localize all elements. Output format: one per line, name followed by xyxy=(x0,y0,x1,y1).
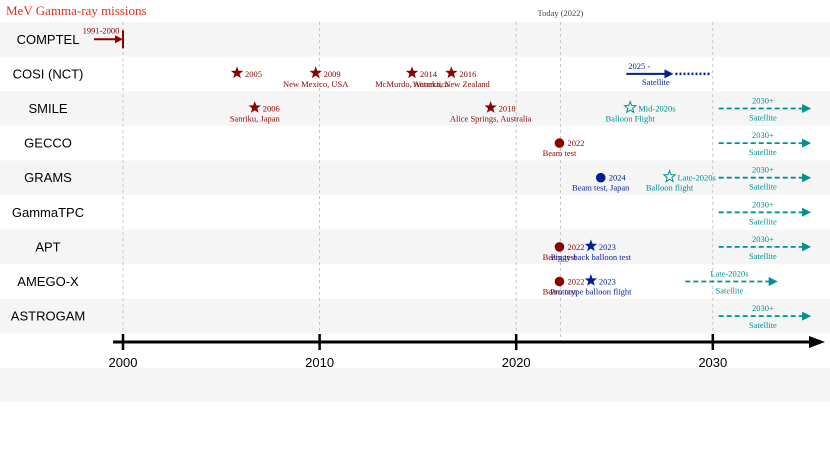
milestone-note: Balloon Flight xyxy=(606,114,656,124)
year-axis: 2000 2010 2020 2030 xyxy=(109,334,825,370)
milestone-year: 2016 xyxy=(459,69,476,79)
today-label: Today (2022) xyxy=(537,8,583,18)
mission-label: GECCO xyxy=(24,136,72,151)
milestone-year: 2014 xyxy=(420,69,438,79)
year-gridlines xyxy=(122,22,714,342)
milestone-star xyxy=(484,101,497,113)
mission-label: COMPTEL xyxy=(17,32,80,47)
axis-tick-label: 2000 xyxy=(109,355,138,370)
mission-label: COSI (NCT) xyxy=(13,66,84,81)
future-arrowhead xyxy=(802,311,812,321)
milestone-year: 2018 xyxy=(499,104,516,114)
milestone-year: 2024 xyxy=(609,173,627,183)
milestone-note: Beam test, Japan xyxy=(572,183,630,193)
axis-arrowhead xyxy=(809,336,825,348)
future-arrowhead xyxy=(768,277,778,286)
future-label: 2030+ xyxy=(752,303,774,313)
milestone-year: 2009 xyxy=(324,69,341,79)
mission-label: GammaTPC xyxy=(12,205,84,220)
milestone-star xyxy=(248,101,261,113)
planned-arrowhead xyxy=(664,69,674,79)
future-arrowhead xyxy=(802,138,812,148)
range-label: 1991-2000 xyxy=(83,25,120,35)
milestone-year: 2022 xyxy=(567,138,584,148)
milestone-dot xyxy=(595,172,606,183)
future-label: 2030+ xyxy=(752,199,774,209)
future-label: 2030+ xyxy=(752,96,774,106)
diagram-title: MeV Gamma-ray missions xyxy=(6,3,147,18)
axis-tick-label: 2010 xyxy=(305,355,334,370)
future-arrowhead xyxy=(802,207,812,217)
future-arrowhead xyxy=(802,173,812,183)
milestone-star xyxy=(584,274,598,286)
future-arrowhead xyxy=(802,104,812,113)
milestone-note: Beam test xyxy=(543,252,577,262)
range-arrowhead xyxy=(115,35,123,44)
milestone-star xyxy=(445,66,458,79)
row-band xyxy=(0,22,830,57)
row-bands xyxy=(0,22,830,402)
axis-tick-label: 2020 xyxy=(502,355,531,370)
milestone-note: Beam test xyxy=(543,148,577,158)
mission-label: GRAMS xyxy=(24,170,72,185)
milestone-note: Alice Springs, Australia xyxy=(450,114,532,124)
mission-labels: COMPTEL COSI (NCT) SMILE GECCO GRAMS GammaTPC… xyxy=(11,32,85,324)
future-sublabel: Satellite xyxy=(749,147,777,157)
milestone-year: 2023 xyxy=(599,277,616,287)
future-label: 2030+ xyxy=(752,234,774,244)
future-sublabel: Satellite xyxy=(749,113,777,123)
milestone-year: Mid-2020s xyxy=(638,104,675,114)
mission-label: APT xyxy=(35,239,60,254)
milestone-note: Beam test xyxy=(543,287,577,297)
mission-label: SMILE xyxy=(28,101,67,116)
milestone-star xyxy=(230,66,244,79)
milestone-year: Late-2020s xyxy=(678,173,716,183)
milestone-note: New Mexico, USA xyxy=(283,79,349,89)
milestone-year: 2006 xyxy=(263,104,280,114)
milestone-dot xyxy=(554,138,565,148)
mission-label: AMEGO-X xyxy=(17,274,79,289)
row-band xyxy=(0,368,830,402)
milestone-star-open xyxy=(623,100,638,114)
future-label: 2030+ xyxy=(752,130,774,140)
future-label: 2030+ xyxy=(752,165,774,175)
future-arrowhead xyxy=(802,242,812,252)
future-sublabel: Satellite xyxy=(749,216,777,226)
milestone-star xyxy=(584,239,598,252)
mission-label: ASTROGAM xyxy=(11,309,85,324)
milestone-note: Sanriku, Japan xyxy=(230,114,281,124)
milestone-dot xyxy=(554,276,565,287)
row-band xyxy=(0,160,830,195)
planned-label: 2025 - xyxy=(628,61,650,71)
milestone-note: Wanaka, New Zealand xyxy=(413,79,491,89)
milestone-dot xyxy=(554,242,565,252)
milestone-note: Piggy-back balloon test xyxy=(551,252,632,262)
milestone-note: Prototype balloon flight xyxy=(550,287,632,297)
milestone-star xyxy=(405,66,419,79)
future-label: Late-2020s xyxy=(710,269,748,279)
milestone-year: 2023 xyxy=(599,242,616,252)
planned-sublabel: Satellite xyxy=(642,77,670,87)
future-sublabel: Satellite xyxy=(749,320,777,330)
row-band xyxy=(0,229,830,265)
future-sublabel: Satellite xyxy=(749,251,777,261)
future-sublabel: Satellite xyxy=(716,286,744,296)
row-band xyxy=(0,91,830,126)
milestone-year: 2022 xyxy=(567,277,584,287)
milestone-star xyxy=(309,66,322,79)
row-band xyxy=(0,298,830,334)
milestone-star-open xyxy=(662,169,677,183)
milestone-year: 2005 xyxy=(245,69,262,79)
future-sublabel: Satellite xyxy=(749,182,777,192)
axis-tick-label: 2030 xyxy=(698,355,727,370)
milestone-note: Balloon flight xyxy=(646,183,694,193)
milestone-year: 2022 xyxy=(567,242,584,252)
milestone-note: McMurdo, Antarctica xyxy=(375,79,449,89)
